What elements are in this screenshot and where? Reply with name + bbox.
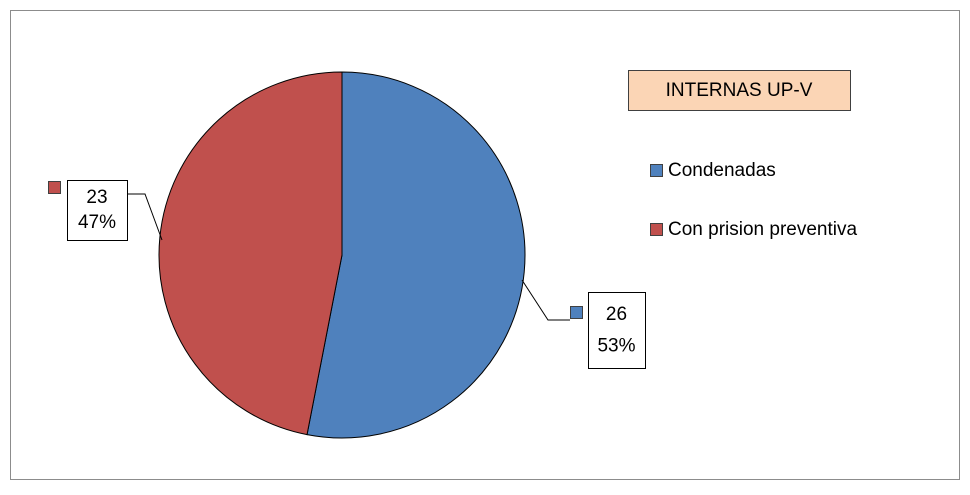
data-label-box <box>588 292 646 369</box>
leader-line <box>521 279 570 321</box>
data-label-box <box>67 180 128 241</box>
label-marker <box>48 181 61 194</box>
legend-swatch <box>650 223 663 236</box>
percent-label: 53% <box>597 336 635 357</box>
label-marker <box>570 306 583 319</box>
legend-label: Con prision preventiva <box>668 219 857 240</box>
pie-slice <box>306 71 526 439</box>
chart-title: INTERNAS UP-V <box>666 80 813 101</box>
data-label: 23 <box>86 187 107 208</box>
pie-slice <box>158 71 343 436</box>
legend-swatch <box>650 164 663 177</box>
leader-line <box>127 193 163 241</box>
percent-label: 47% <box>78 212 116 233</box>
title-box <box>628 70 851 111</box>
data-label: 26 <box>606 304 627 325</box>
legend-label: Condenadas <box>668 160 776 181</box>
